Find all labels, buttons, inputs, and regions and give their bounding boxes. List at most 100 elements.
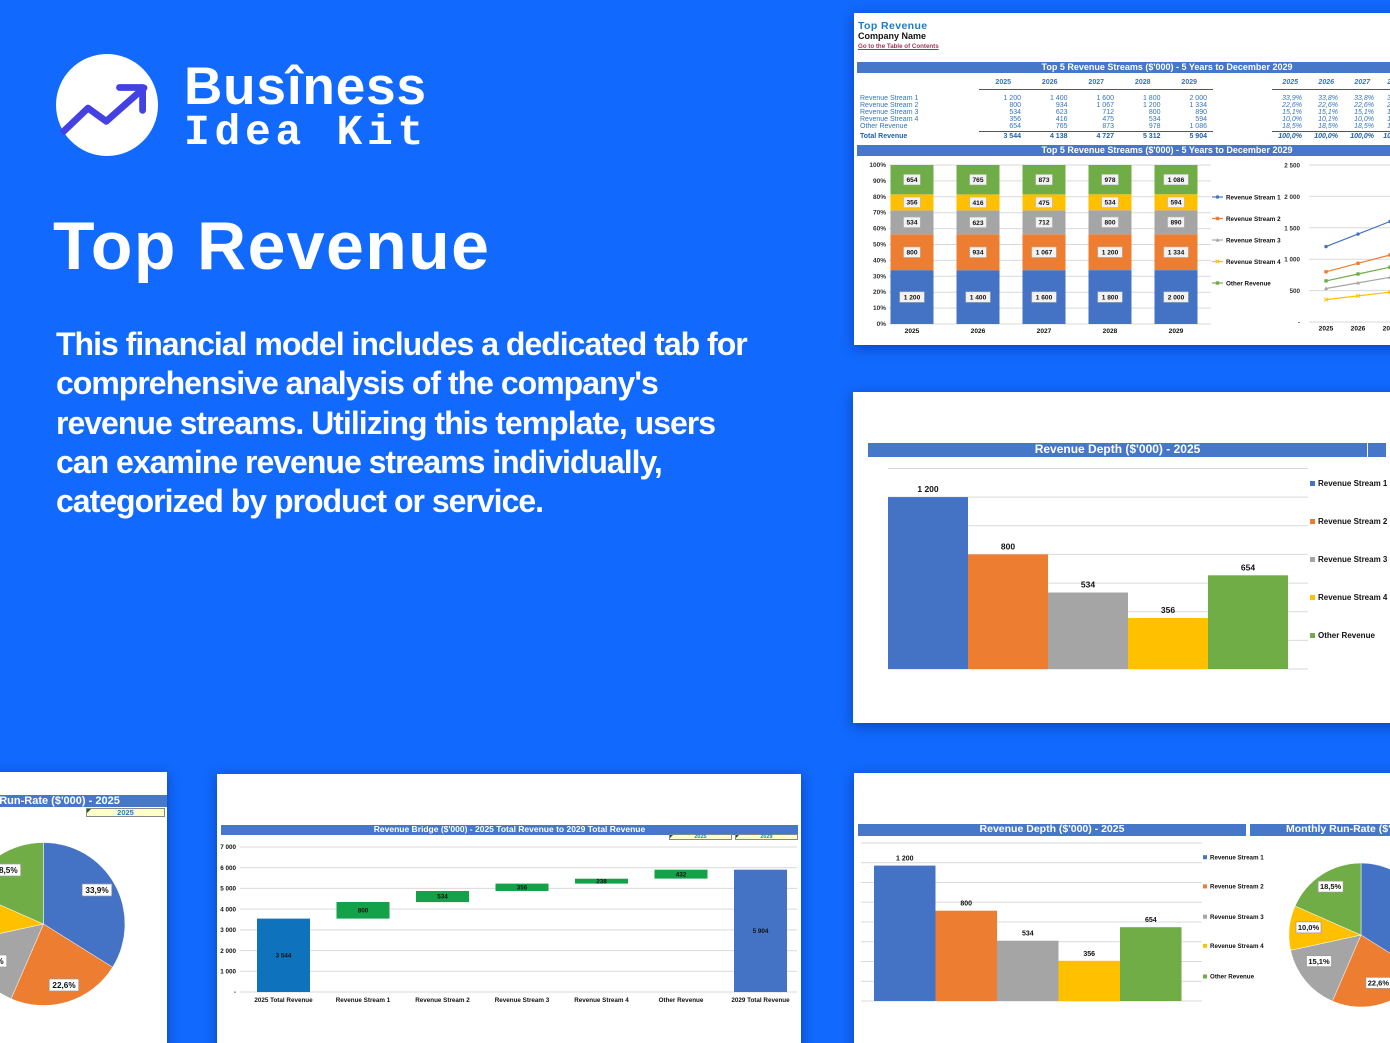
svg-text:22,6%: 22,6% <box>1368 979 1390 988</box>
svg-text:2029 Total Revenue: 2029 Total Revenue <box>731 997 790 1004</box>
svg-text:432: 432 <box>676 871 687 878</box>
svg-text:Revenue Stream 1: Revenue Stream 1 <box>1226 194 1281 201</box>
svg-text:Revenue Stream 4: Revenue Stream 4 <box>1210 943 1264 950</box>
svg-text:1 500: 1 500 <box>1284 225 1300 232</box>
svg-text:Revenue Stream 2: Revenue Stream 2 <box>1226 216 1281 223</box>
svg-text:60%: 60% <box>873 226 886 233</box>
svg-text:Revenue Stream 4: Revenue Stream 4 <box>1318 593 1388 602</box>
svg-text:2026: 2026 <box>971 328 986 335</box>
svg-text:33,9%: 33,9% <box>85 886 109 895</box>
svg-text:800: 800 <box>358 908 369 915</box>
svg-text:1 400: 1 400 <box>970 295 987 302</box>
svg-text:623: 623 <box>972 220 983 227</box>
svg-text:30%: 30% <box>873 273 886 280</box>
svg-text:800: 800 <box>1104 220 1115 227</box>
svg-text:1 067: 1 067 <box>1036 250 1053 257</box>
svg-text:3 544: 3 544 <box>276 953 292 960</box>
svg-text:1 334: 1 334 <box>1168 250 1185 257</box>
svg-text:1 000: 1 000 <box>220 969 236 976</box>
svg-text:2027: 2027 <box>1037 328 1052 335</box>
svg-text:475: 475 <box>1038 200 1049 207</box>
svg-text:Revenue Stream 3: Revenue Stream 3 <box>495 997 550 1004</box>
svg-text:10%: 10% <box>873 305 886 312</box>
svg-text:2 500: 2 500 <box>1284 163 1300 170</box>
svg-text:890: 890 <box>1170 220 1181 227</box>
svg-text:80%: 80% <box>873 194 886 201</box>
svg-text:Revenue Stream 2: Revenue Stream 2 <box>415 997 470 1004</box>
svg-text:1 600: 1 600 <box>1036 294 1053 301</box>
svg-text:Revenue Stream 3: Revenue Stream 3 <box>1318 555 1388 564</box>
svg-text:2028: 2028 <box>1103 328 1118 335</box>
svg-text:Revenue Stream 4: Revenue Stream 4 <box>1226 259 1281 266</box>
svg-text:Revenue Stream 1: Revenue Stream 1 <box>1210 854 1264 861</box>
svg-text:20%: 20% <box>873 289 886 296</box>
svg-text:534: 534 <box>1081 580 1095 590</box>
svg-text:3 000: 3 000 <box>220 927 236 934</box>
svg-text:2029: 2029 <box>1169 328 1184 335</box>
svg-text:534: 534 <box>1104 200 1115 207</box>
svg-text:2025: 2025 <box>905 328 920 335</box>
svg-text:-: - <box>234 989 236 996</box>
svg-text:934: 934 <box>972 250 983 257</box>
svg-text:873: 873 <box>1038 177 1049 184</box>
svg-text:Other Revenue: Other Revenue <box>659 997 704 1004</box>
svg-text:Revenue Stream 2: Revenue Stream 2 <box>1210 884 1264 891</box>
svg-text:-: - <box>1298 320 1300 327</box>
svg-text:2 000: 2 000 <box>1284 194 1300 201</box>
svg-text:765: 765 <box>972 177 983 184</box>
svg-text:4 000: 4 000 <box>220 906 236 913</box>
svg-text:534: 534 <box>437 894 448 901</box>
svg-text:15,1%: 15,1% <box>0 957 4 966</box>
svg-text:800: 800 <box>1001 541 1015 551</box>
svg-text:238: 238 <box>596 878 607 885</box>
svg-text:5 904: 5 904 <box>753 928 769 935</box>
svg-text:7 000: 7 000 <box>220 844 236 851</box>
svg-text:654: 654 <box>906 177 917 184</box>
svg-text:1 200: 1 200 <box>896 856 914 863</box>
svg-text:90%: 90% <box>873 178 886 185</box>
svg-text:Revenue Stream 3: Revenue Stream 3 <box>1210 914 1264 921</box>
svg-text:1 086: 1 086 <box>1168 177 1185 184</box>
svg-text:100%: 100% <box>869 162 886 169</box>
svg-text:Revenue Stream 2: Revenue Stream 2 <box>1318 517 1388 526</box>
svg-text:594: 594 <box>1170 200 1181 207</box>
svg-text:15,1%: 15,1% <box>1308 957 1330 966</box>
svg-text:2025 Total Revenue: 2025 Total Revenue <box>254 997 313 1004</box>
svg-text:978: 978 <box>1104 177 1115 184</box>
svg-text:356: 356 <box>1083 951 1095 958</box>
svg-text:Revenue Stream 3: Revenue Stream 3 <box>1226 237 1281 244</box>
svg-text:Revenue Stream 1: Revenue Stream 1 <box>336 997 391 1004</box>
svg-text:654: 654 <box>1241 562 1255 572</box>
svg-text:534: 534 <box>906 220 917 227</box>
svg-text:654: 654 <box>1145 917 1157 924</box>
svg-text:356: 356 <box>906 200 917 207</box>
svg-text:2026: 2026 <box>1351 326 1366 333</box>
svg-text:712: 712 <box>1038 220 1049 227</box>
svg-text:2 000: 2 000 <box>220 948 236 955</box>
svg-text:1 000: 1 000 <box>1284 257 1300 264</box>
svg-text:416: 416 <box>972 200 983 207</box>
svg-text:18,5%: 18,5% <box>1320 882 1342 891</box>
svg-text:534: 534 <box>1022 931 1034 938</box>
svg-text:18,5%: 18,5% <box>0 866 18 875</box>
svg-text:Other Revenue: Other Revenue <box>1318 631 1375 640</box>
svg-text:800: 800 <box>906 250 917 257</box>
svg-text:6 000: 6 000 <box>220 865 236 872</box>
svg-text:22,6%: 22,6% <box>52 981 76 990</box>
svg-text:40%: 40% <box>873 257 886 264</box>
svg-text:1 200: 1 200 <box>904 294 921 301</box>
svg-text:50%: 50% <box>873 242 886 249</box>
svg-text:356: 356 <box>1161 605 1175 615</box>
svg-text:1 200: 1 200 <box>917 484 939 494</box>
svg-text:2027: 2027 <box>1383 326 1390 333</box>
svg-text:10,0%: 10,0% <box>1298 923 1320 932</box>
svg-text:70%: 70% <box>873 210 886 217</box>
svg-text:2 000: 2 000 <box>1168 294 1185 301</box>
svg-text:5 000: 5 000 <box>220 886 236 893</box>
svg-text:Other Revenue: Other Revenue <box>1226 280 1271 287</box>
svg-text:Revenue Stream 4: Revenue Stream 4 <box>574 997 629 1004</box>
svg-text:2025: 2025 <box>1319 326 1334 333</box>
svg-text:1 200: 1 200 <box>1102 250 1119 257</box>
svg-text:500: 500 <box>1289 288 1300 295</box>
svg-text:0%: 0% <box>877 321 887 328</box>
